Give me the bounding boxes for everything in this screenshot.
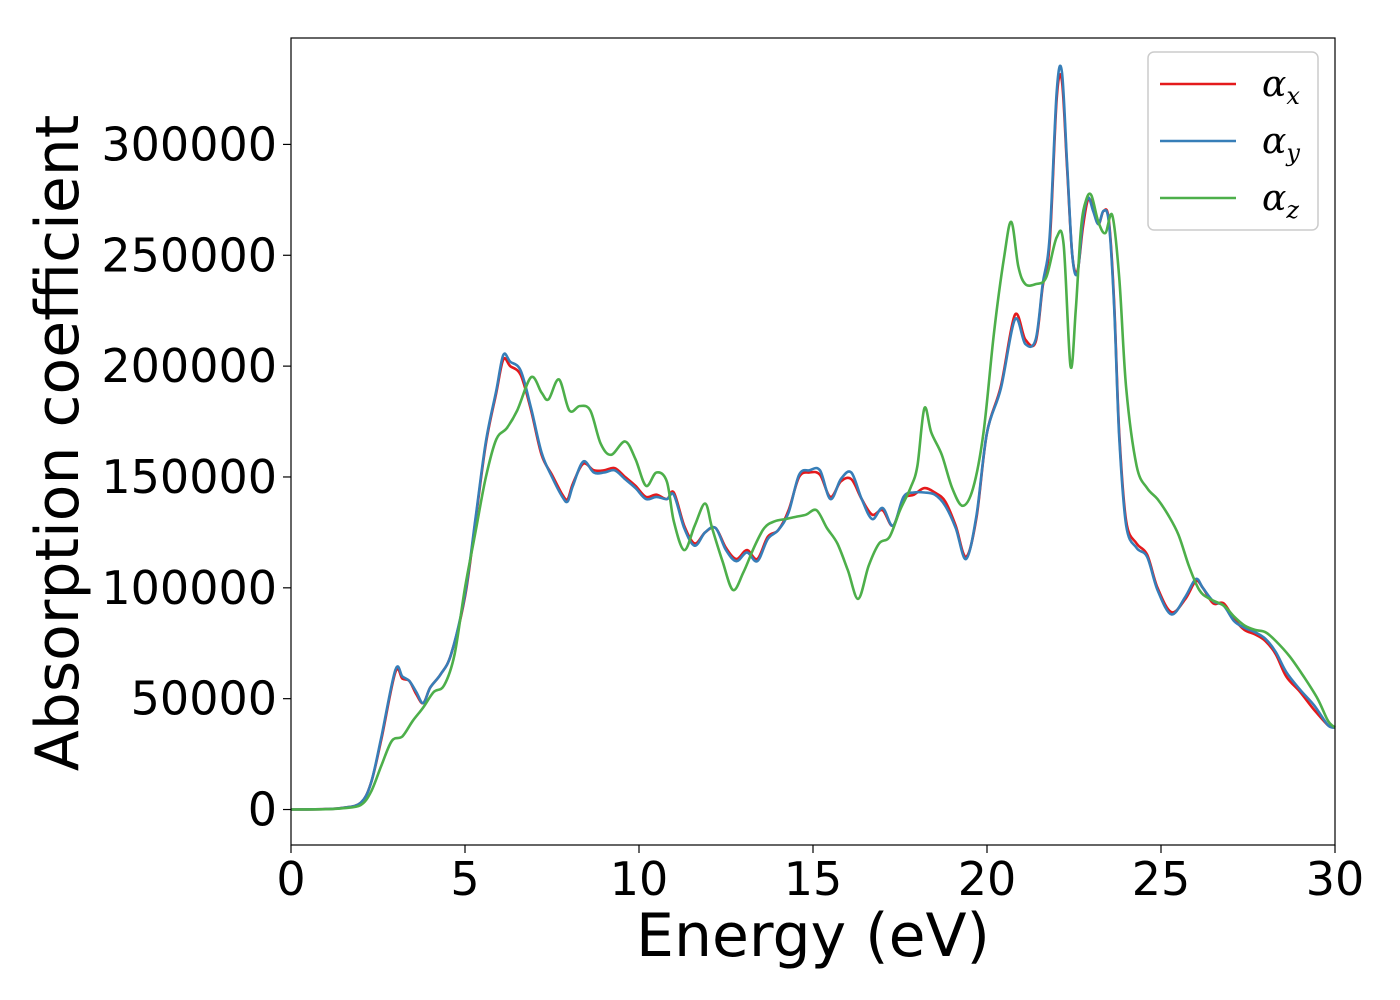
series-layer [290, 64, 1336, 811]
y-axis-label: Absorption coefficient [23, 115, 93, 772]
y-tick-label: 200000 [101, 339, 277, 393]
x-tick-label: 25 [1132, 852, 1191, 906]
legend-subscript: y [1285, 139, 1300, 167]
x-tick-label: 30 [1306, 852, 1365, 906]
y-axis-title: Absorption coefficient [23, 115, 93, 772]
y-ticks: 0 50000 100000 150000 200000 250000 300000 [101, 117, 291, 837]
x-ticks: 0 5 10 15 20 25 30 [276, 845, 1364, 906]
x-axis-title: Energy (eV) [636, 901, 990, 971]
x-tick-label: 10 [610, 852, 669, 906]
y-tick-label: 50000 [131, 672, 277, 726]
series-line-alpha-y [290, 64, 1336, 811]
y-tick-label: 300000 [101, 117, 277, 171]
series-line-alpha-z [290, 192, 1336, 811]
x-tick-label: 15 [784, 852, 843, 906]
x-tick-label: 20 [958, 852, 1017, 906]
y-tick-label: 150000 [101, 450, 277, 504]
legend-subscript: x [1286, 82, 1300, 110]
legend-subscript: z [1285, 196, 1299, 224]
y-tick-label: 250000 [101, 228, 277, 282]
x-tick-label: 0 [276, 852, 305, 906]
legend-label-alpha-z: αz [1262, 178, 1299, 224]
x-tick-label: 5 [450, 852, 479, 906]
y-tick-label: 0 [248, 783, 277, 837]
y-tick-label: 100000 [101, 561, 277, 615]
